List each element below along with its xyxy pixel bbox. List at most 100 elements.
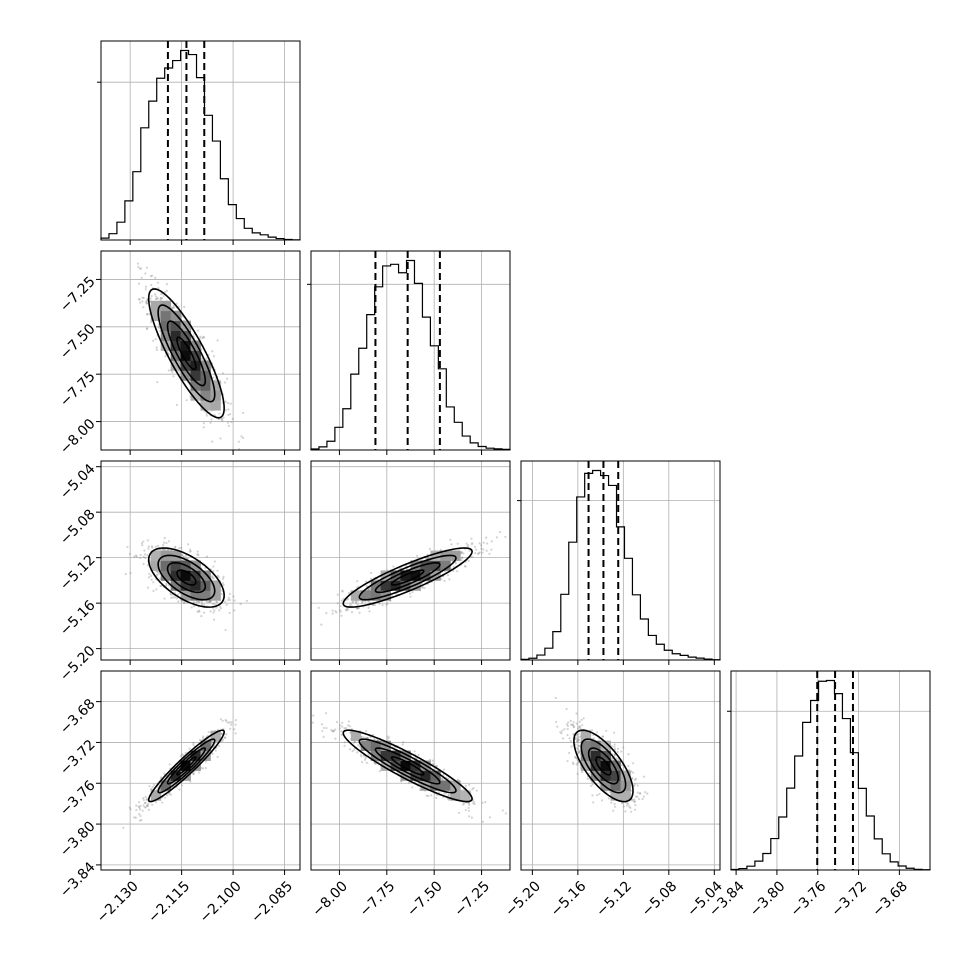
y-tick-label: −7.75 xyxy=(57,369,99,411)
density-bin xyxy=(190,750,201,761)
y-tick-label: −5.12 xyxy=(57,552,99,594)
sample-point xyxy=(167,369,170,372)
sample-point xyxy=(221,372,225,375)
sample-point xyxy=(613,753,616,756)
contour-level xyxy=(166,320,207,387)
sample-point xyxy=(173,596,177,599)
sample-point xyxy=(137,282,141,285)
sample-point xyxy=(192,605,196,608)
x-tick-label: −7.50 xyxy=(404,878,446,920)
sample-point xyxy=(340,614,343,617)
sample-point xyxy=(490,540,493,543)
sample-point xyxy=(136,262,139,265)
sample-point xyxy=(330,729,333,732)
sample-point xyxy=(172,306,175,309)
sample-point xyxy=(342,597,345,601)
sample-point xyxy=(171,370,174,374)
sample-point xyxy=(165,794,169,797)
sample-point xyxy=(182,555,185,558)
density-bin xyxy=(440,780,451,791)
sample-point xyxy=(325,612,328,615)
sample-point xyxy=(167,792,171,796)
sample-point xyxy=(367,606,370,609)
sample-point xyxy=(233,728,236,731)
sample-point xyxy=(155,588,158,591)
sample-point xyxy=(166,548,170,551)
sample-point xyxy=(365,580,368,583)
sample-point xyxy=(141,544,144,547)
sample-point xyxy=(178,788,181,791)
sample-point xyxy=(221,719,224,722)
y-tick-label: −7.25 xyxy=(57,274,99,316)
sample-point xyxy=(237,440,240,443)
sample-point xyxy=(364,756,367,760)
sample-point xyxy=(336,593,339,596)
contour-level xyxy=(390,569,425,586)
sample-point xyxy=(204,567,207,570)
density-bin xyxy=(210,380,221,391)
sample-point xyxy=(134,816,137,819)
sample-point xyxy=(221,582,224,585)
sample-point xyxy=(133,555,136,558)
density-bin xyxy=(170,310,181,322)
sample-point xyxy=(128,806,131,809)
y-tick-label: −5.04 xyxy=(57,461,99,503)
sample-point xyxy=(170,593,173,596)
sample-point xyxy=(421,586,424,589)
sample-point xyxy=(185,399,188,402)
sample-point xyxy=(158,548,161,551)
density-bin xyxy=(170,350,181,361)
sample-point xyxy=(233,599,236,602)
sample-point xyxy=(188,747,191,750)
sample-point xyxy=(228,592,231,595)
panel-0-0 xyxy=(97,40,301,245)
contour-level xyxy=(157,304,216,403)
sample-point xyxy=(198,600,201,603)
sample-point xyxy=(392,565,395,568)
sample-point xyxy=(142,306,145,309)
sample-point xyxy=(138,808,142,811)
sample-point xyxy=(156,381,159,384)
sample-point xyxy=(147,545,150,548)
x-tick-label: −2.085 xyxy=(248,878,296,926)
sample-point xyxy=(147,802,150,806)
sample-point xyxy=(152,581,155,584)
sample-point xyxy=(245,599,248,602)
x-tick-label: −2.100 xyxy=(197,878,245,926)
sample-point xyxy=(576,747,580,750)
sample-point xyxy=(210,740,213,743)
sample-point xyxy=(157,326,160,329)
sample-point xyxy=(183,305,186,309)
sample-point xyxy=(569,723,573,726)
sample-point xyxy=(144,801,147,805)
sample-point xyxy=(212,565,215,568)
sample-point xyxy=(426,553,429,556)
sample-point xyxy=(162,541,166,544)
density-bin xyxy=(150,550,162,561)
sample-point xyxy=(192,601,195,604)
sample-point xyxy=(147,576,151,579)
sample-point xyxy=(222,583,225,587)
density-bin xyxy=(200,370,211,381)
sample-point xyxy=(591,783,594,786)
sample-point xyxy=(578,725,581,728)
sample-point xyxy=(126,545,129,549)
sample-point xyxy=(219,437,222,440)
sample-point xyxy=(411,590,414,594)
sample-point xyxy=(192,773,195,776)
density-bin xyxy=(180,760,191,771)
sample-point xyxy=(202,422,205,425)
y-tick-label: −3.76 xyxy=(57,778,99,820)
density-bin xyxy=(190,350,201,361)
sample-point xyxy=(223,381,227,384)
density-bin xyxy=(170,340,181,351)
density-bin xyxy=(440,560,451,571)
panel-3-2: −5.20 −5.16 −5.12 −5.08 −5.04 xyxy=(502,670,726,920)
sample-point xyxy=(358,611,361,614)
sample-point xyxy=(145,302,148,305)
sample-point xyxy=(173,546,177,549)
sample-point xyxy=(164,355,167,358)
sample-point xyxy=(447,777,450,780)
x-tick-label: −8.00 xyxy=(309,878,351,920)
sample-point xyxy=(200,600,203,603)
